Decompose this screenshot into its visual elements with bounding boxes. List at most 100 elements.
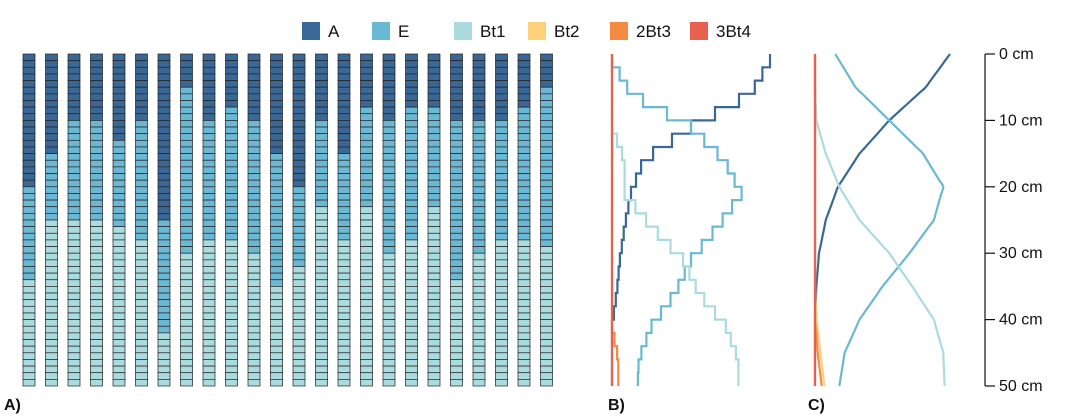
profile-slice (112, 279, 126, 287)
profile-slice (225, 73, 238, 81)
profile-slice (135, 252, 148, 261)
profile-slice (157, 159, 171, 168)
profile-slice (22, 53, 36, 61)
profile-slice (247, 279, 261, 287)
profile-slice (405, 352, 418, 360)
profile-slice (225, 365, 238, 374)
profile-slice (135, 332, 148, 340)
profile-slice (292, 133, 306, 141)
panel-label-c: C) (808, 397, 825, 414)
profile-slice (517, 133, 531, 141)
profile-slice (427, 126, 441, 135)
profile-slice (270, 226, 283, 234)
profile-slice (135, 345, 148, 354)
profile-slice (270, 319, 283, 327)
profile-slice (472, 80, 486, 88)
profile-slice (450, 312, 463, 320)
profile-slice (427, 246, 441, 254)
profile-slice (337, 345, 351, 354)
profile-slice (292, 365, 306, 374)
profile-slice (135, 359, 148, 367)
profile-slice (360, 345, 373, 354)
legend-item: Bt1 (454, 22, 506, 41)
profile-slice (67, 312, 81, 320)
profile-slice (112, 133, 126, 141)
profile-slice (225, 319, 238, 327)
profile-slice (247, 359, 261, 367)
profile-slice (45, 159, 58, 168)
profile-slice (337, 239, 351, 247)
profile-slice (450, 345, 463, 354)
profile-slice (180, 286, 193, 294)
profile-slice (540, 213, 553, 221)
profile-slice (247, 352, 261, 360)
profile-slice (112, 66, 126, 75)
profile-slice (472, 113, 486, 121)
profile-slice (90, 345, 103, 354)
profile-slice (90, 325, 103, 334)
profile-slice (180, 193, 193, 201)
profile-slice (382, 219, 396, 227)
profile-slice (472, 352, 486, 360)
profile-slice (90, 219, 103, 227)
profile-slice (472, 133, 486, 141)
profile-slice (112, 305, 126, 314)
profile-column (135, 53, 148, 387)
profile-slice (337, 139, 351, 148)
profile-slice (292, 345, 306, 354)
profile-slice (495, 232, 508, 241)
profile-slice (180, 305, 193, 314)
profile-slice (202, 73, 216, 81)
profile-slice (45, 359, 58, 367)
profile-slice (180, 246, 193, 254)
profile-slice (517, 120, 531, 128)
profile-slice (157, 120, 171, 128)
profile-slice (427, 299, 441, 307)
profile-slice (405, 299, 418, 307)
profile-slice (517, 100, 531, 108)
profile-slice (472, 193, 486, 201)
profile-slice (337, 53, 351, 61)
profile-slice (67, 305, 81, 314)
profile-slice (135, 86, 148, 95)
profile-slice (270, 206, 283, 214)
profile-slice (472, 159, 486, 168)
profile-slice (90, 93, 103, 101)
profile-slice (315, 139, 328, 148)
profile-slice (405, 286, 418, 294)
profile-slice (112, 312, 126, 320)
profile-slice (180, 173, 193, 181)
profile-slice (517, 359, 531, 367)
profile-slice (45, 312, 58, 320)
profile-slice (90, 133, 103, 141)
profile-slice (45, 272, 58, 281)
profile-slice (382, 113, 396, 121)
profile-slice (360, 226, 373, 234)
profile-slice (337, 246, 351, 254)
profile-slice (22, 66, 36, 75)
profile-slice (112, 359, 126, 367)
profile-slice (495, 199, 508, 208)
profile-slice (135, 365, 148, 374)
profile-slice (90, 120, 103, 128)
profile-slice (472, 186, 486, 194)
profile-slice (45, 93, 58, 101)
profile-slice (495, 246, 508, 254)
profile-slice (225, 372, 238, 380)
profile-slice (22, 139, 36, 148)
profile-slice (405, 339, 418, 347)
profile-slice (315, 292, 328, 301)
profile-slice (495, 166, 508, 174)
profile-slice (450, 239, 463, 247)
profile-slice (517, 339, 531, 347)
profile-slice (135, 146, 148, 154)
profile-slice (382, 93, 396, 101)
profile-slice (517, 252, 531, 261)
profile-slice (450, 319, 463, 327)
profile-slice (90, 113, 103, 121)
profile-slice (225, 199, 238, 208)
profile-slice (180, 213, 193, 221)
profile-slice (450, 93, 463, 101)
profile-slice (135, 153, 148, 161)
